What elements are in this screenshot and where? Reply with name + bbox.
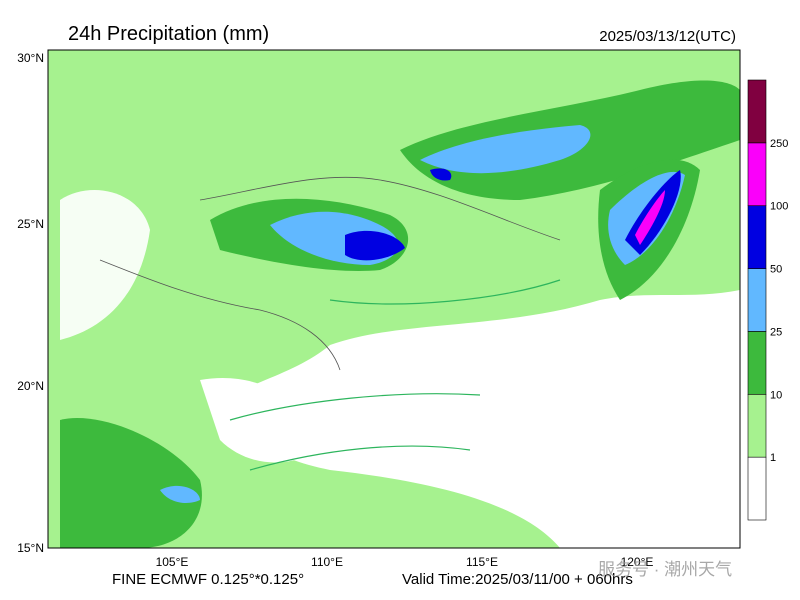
colorbar-segment [747,331,767,395]
watermark: 服务号 · 潮州天气 [598,560,732,579]
colorbar-segment [747,393,767,458]
colorbar-label: 10 [770,389,782,401]
colorbar-segment [747,456,767,521]
colorbar-segment [747,268,767,332]
lon-label: 120°E [621,555,654,569]
lon-label: 115°E [466,555,498,569]
precip-field [48,50,740,548]
lon-label: 105°E [156,555,189,569]
colorbar-label: 25 [770,326,782,338]
lat-label: 30°N [17,51,44,65]
colorbar: 1 10 25 50 100 250 [747,79,788,521]
valid-time: Valid Time:2025/03/11/00 + 060hrs [402,571,633,588]
model-label: FINE ECMWF 0.125°*0.125° [112,571,304,588]
colorbar-segment [747,142,767,207]
colorbar-label: 250 [770,138,788,150]
lat-label: 15°N [17,541,44,555]
colorbar-segment [747,205,767,269]
colorbar-segment [747,79,767,144]
colorbar-label: 1 [770,452,776,464]
lat-label: 20°N [17,379,44,393]
title: 24h Precipitation (mm) [68,23,269,45]
colorbar-label: 100 [770,201,788,213]
colorbar-label: 50 [770,264,782,276]
date: 2025/03/13/12(UTC) [599,28,736,45]
map-frame [47,49,741,549]
lat-label: 25°N [17,217,44,231]
lon-label: 110°E [311,555,343,569]
